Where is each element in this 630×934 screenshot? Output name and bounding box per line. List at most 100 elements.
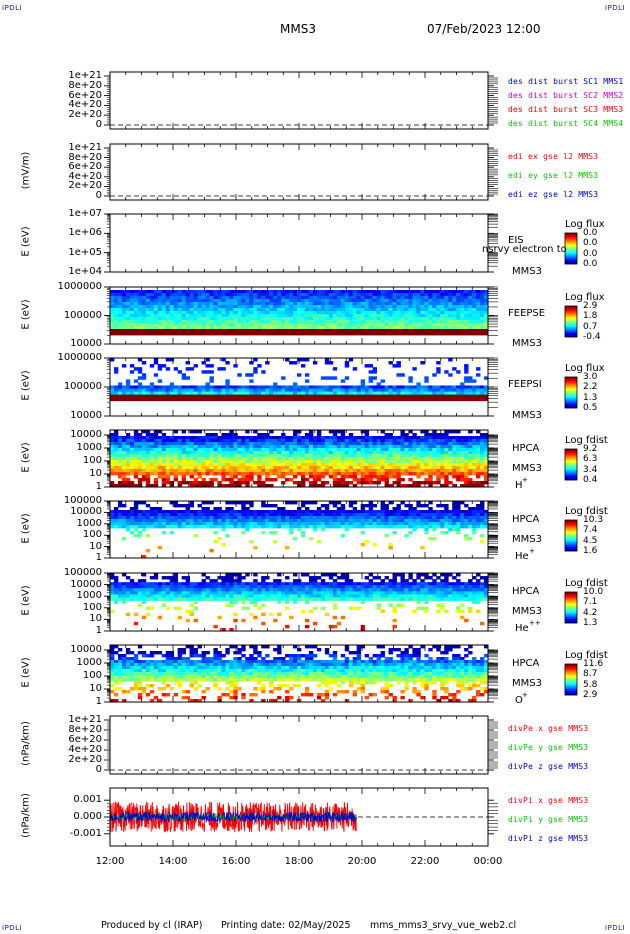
spectrogram-cell — [149, 519, 155, 523]
spectrogram-cell — [468, 299, 473, 303]
spectrogram-cell — [476, 481, 481, 485]
spectrogram-cell — [352, 305, 358, 309]
spectrogram-cell — [436, 481, 441, 485]
spectrogram-cell — [396, 478, 401, 482]
spectrogram-cell — [217, 445, 222, 449]
spectrogram-cell — [145, 519, 151, 523]
spectrogram-cell — [428, 481, 433, 485]
spectrogram-cell — [189, 296, 194, 300]
colorbar-band — [565, 466, 577, 468]
spectrogram-cell — [181, 445, 186, 449]
spectrogram-cell — [213, 460, 218, 464]
spectrogram-cell — [340, 466, 346, 470]
spectrogram-cell — [408, 305, 413, 309]
spectrogram-cell — [432, 317, 437, 321]
spectrogram-cell — [193, 296, 198, 300]
spectrogram-cell — [396, 332, 401, 336]
spectrogram-cell — [257, 397, 262, 402]
spectrogram-cell — [412, 436, 417, 440]
spectrogram-cell — [189, 385, 194, 389]
colorbar-band — [565, 391, 577, 393]
spectrogram-cell — [245, 454, 250, 458]
spectrogram-cell — [145, 513, 151, 517]
spectrogram-cell — [265, 323, 270, 327]
colorbar-band — [565, 261, 577, 263]
spectrogram-cell — [324, 522, 330, 526]
spectrogram-cell — [221, 528, 226, 532]
spectrogram-cell — [440, 323, 445, 327]
spectrogram-cell — [436, 451, 441, 455]
spectrogram-cell — [300, 475, 306, 479]
spectrogram-cell — [193, 308, 198, 312]
spectrogram-cell — [185, 388, 190, 392]
spectrogram-cell — [356, 445, 362, 449]
spectrogram-cell — [436, 332, 441, 336]
spectrogram-cell — [308, 436, 314, 440]
spectrogram-cell — [257, 439, 262, 443]
spectrogram-cell — [308, 433, 314, 437]
spectrogram-cell — [177, 472, 183, 476]
spectrogram-cell — [420, 293, 425, 297]
spectrogram-cell — [133, 528, 139, 532]
spectrogram-cell — [432, 332, 437, 336]
spectrogram-cell — [225, 302, 230, 306]
spectrogram-cell — [484, 457, 489, 461]
spectrogram-cell — [340, 311, 346, 315]
spectrogram-cell — [169, 439, 175, 443]
spectrogram-cell — [452, 293, 457, 297]
colorbar-band — [565, 320, 577, 322]
spectrogram-cell — [344, 448, 350, 452]
spectrogram-cell — [384, 472, 389, 476]
spectrogram-cell — [432, 472, 437, 476]
spectrogram-cell — [384, 454, 389, 458]
spectrogram-cell — [241, 305, 246, 309]
spectrogram-cell — [129, 323, 135, 327]
spectrogram-cell — [177, 323, 183, 327]
spectrogram-cell — [297, 397, 302, 402]
spectrogram-cell — [185, 451, 190, 455]
spectrogram-cell — [193, 478, 198, 482]
spectrogram-cell — [149, 457, 155, 461]
spectrogram-cell — [257, 364, 262, 368]
spectrogram-cell — [480, 385, 485, 389]
colorbar-band — [565, 403, 577, 405]
spectrogram-cell — [161, 460, 167, 464]
spectrogram-cell — [269, 516, 274, 520]
spectrogram-cell — [261, 433, 266, 437]
spectrogram-cell — [452, 463, 457, 467]
spectrogram-cell — [464, 376, 469, 380]
spectrogram-cell — [133, 320, 139, 324]
spectrogram-cell — [221, 311, 226, 315]
spectrogram-cell — [384, 451, 389, 455]
spectrogram-cell — [177, 457, 183, 461]
spectrogram-cell — [324, 436, 330, 440]
spectrogram-cell — [297, 296, 302, 300]
spectrogram-cell — [344, 528, 350, 532]
spectrogram-cell — [289, 501, 294, 505]
spectrogram-cell — [265, 320, 270, 324]
spectrogram-cell — [285, 317, 290, 321]
spectrogram-cell — [129, 451, 135, 455]
spectrogram-cell — [408, 299, 413, 303]
colorbar-band — [565, 236, 577, 238]
spectrogram-cell — [480, 445, 485, 449]
spectrogram-cell — [233, 442, 238, 446]
spectrogram-cell — [197, 296, 202, 300]
spectrogram-cell — [360, 469, 366, 473]
spectrogram-cell — [388, 388, 393, 392]
spectrogram-cell — [193, 448, 198, 452]
spectrogram-cell — [452, 475, 457, 479]
spectrogram-cell — [432, 391, 437, 396]
spectrogram-cell — [149, 466, 155, 470]
spectrogram-cell — [412, 305, 417, 309]
spectrogram-cell — [205, 454, 210, 458]
spectrogram-cell — [400, 320, 405, 324]
spectrogram-cell — [169, 323, 175, 327]
spectrogram-cell — [456, 451, 461, 455]
spectrogram-cell — [281, 290, 286, 294]
spectrogram-cell — [125, 311, 131, 315]
spectrogram-cell — [472, 314, 477, 318]
spectrogram-cell — [137, 370, 143, 374]
spectrogram-cell — [253, 525, 258, 529]
colorbar-band — [565, 330, 577, 332]
